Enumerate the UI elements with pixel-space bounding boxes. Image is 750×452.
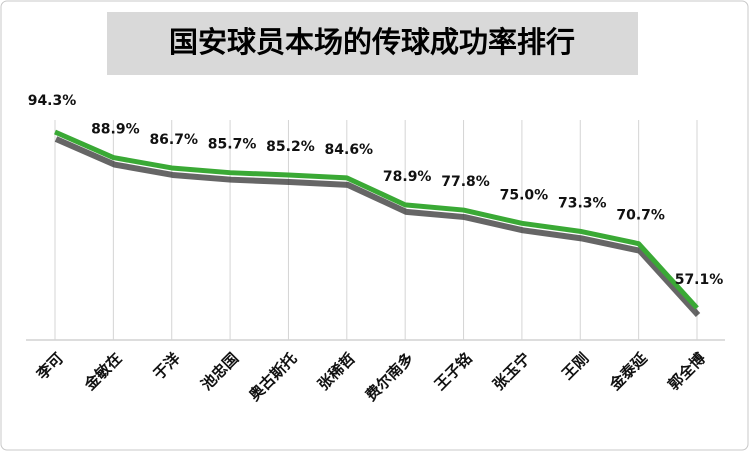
data-label: 78.9% [383, 169, 432, 185]
data-label: 94.3% [28, 93, 77, 109]
data-label: 75.0% [500, 187, 549, 203]
data-label: 70.7% [616, 208, 665, 224]
chart-title: 国安球员本场的传球成功率排行 [169, 25, 575, 59]
data-label: 88.9% [91, 122, 140, 138]
line [53, 129, 699, 310]
data-label: 84.6% [325, 142, 374, 158]
data-label: 85.2% [266, 139, 315, 155]
data-label: 57.1% [675, 272, 724, 288]
data-label: 86.7% [149, 132, 198, 148]
line-shadow [54, 136, 701, 318]
title-box [107, 12, 638, 75]
data-label: 77.8% [441, 174, 490, 190]
data-label: 85.7% [208, 137, 257, 153]
data-label: 73.3% [558, 195, 607, 211]
